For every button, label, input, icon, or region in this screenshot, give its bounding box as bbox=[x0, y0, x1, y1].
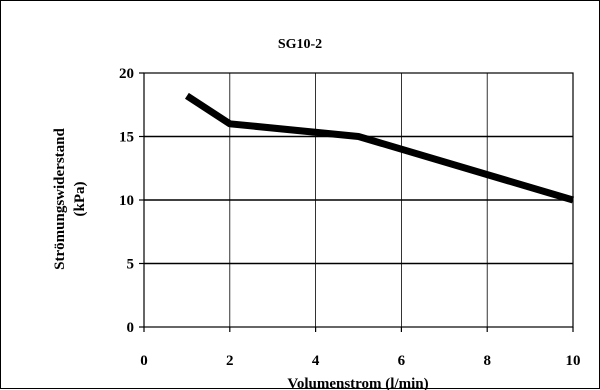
x-tick-label: 8 bbox=[483, 353, 491, 369]
y-tick-label: 5 bbox=[127, 257, 135, 273]
y-tick-label: 20 bbox=[119, 66, 134, 82]
y-axis-label-line2: (kPa) bbox=[72, 182, 88, 217]
x-tick-label: 6 bbox=[398, 353, 406, 369]
y-tick-label: 0 bbox=[127, 320, 135, 336]
tick-labels: 0 5 10 15 20 0 2 4 6 8 10 bbox=[119, 66, 581, 369]
y-axis-label-line1: Strömungswiderstand bbox=[52, 127, 68, 269]
chart-title: SG10-2 bbox=[278, 37, 322, 52]
series-line bbox=[187, 96, 573, 200]
x-tick-label: 4 bbox=[312, 353, 320, 369]
y-tick-label: 15 bbox=[119, 130, 134, 146]
y-tick-label: 10 bbox=[119, 193, 134, 209]
x-axis-label: Volumenstrom (l/min) bbox=[287, 376, 428, 390]
x-tick-label: 2 bbox=[226, 353, 234, 369]
series-layer bbox=[187, 96, 573, 200]
y-axis-label: Strömungswiderstand (kPa) bbox=[52, 127, 88, 269]
x-tick-label: 0 bbox=[140, 353, 148, 369]
tick-marks bbox=[139, 73, 573, 332]
x-tick-label: 10 bbox=[566, 353, 581, 369]
